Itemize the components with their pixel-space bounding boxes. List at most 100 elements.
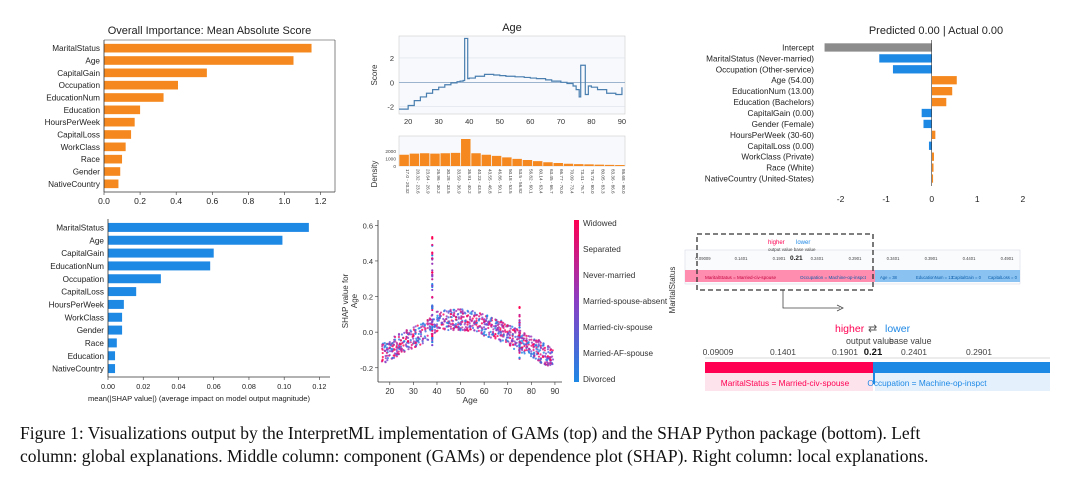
density-bin-label: 30.28 - 33.5 <box>446 169 451 194</box>
inset-tick-label: 0.3401 <box>887 256 900 261</box>
x-tick-label: 0.8 <box>242 196 254 205</box>
category-label: Race <box>81 155 101 164</box>
legend-label: Divorced <box>583 375 616 384</box>
x-tick-label: 90 <box>618 117 626 126</box>
data-point <box>400 347 403 350</box>
density-bar <box>594 164 605 166</box>
data-point <box>416 336 420 339</box>
data-point <box>410 347 413 350</box>
data-point <box>542 351 545 354</box>
x-tick-label: 0.06 <box>207 382 221 391</box>
data-point <box>457 308 460 311</box>
data-point <box>532 348 535 352</box>
density-bar <box>553 163 563 166</box>
data-point <box>386 359 389 362</box>
data-point <box>536 348 539 351</box>
plot-area <box>398 35 626 115</box>
data-point <box>500 323 503 326</box>
bar-Intercept <box>824 43 932 52</box>
spike-point <box>431 243 434 247</box>
y-axis-label: Score <box>370 64 379 85</box>
chart-title: Overall Importance: Mean Absolute Score <box>108 25 312 37</box>
inset-output-label: output value base value <box>768 247 816 252</box>
data-point <box>482 334 486 337</box>
data-point <box>388 347 391 350</box>
bar-Age (54.00) <box>931 76 957 85</box>
x-axis-label: Age <box>462 395 477 405</box>
data-point <box>549 349 552 352</box>
data-point <box>438 316 441 319</box>
data-point <box>429 329 432 332</box>
category-label: Occupation <box>63 275 105 284</box>
x-tick-label: 60 <box>480 387 489 396</box>
data-point <box>461 326 464 329</box>
data-point <box>529 352 533 356</box>
x-tick-label: 0.4 <box>170 196 182 205</box>
data-point <box>523 349 526 352</box>
data-point <box>511 343 515 346</box>
data-point <box>518 343 521 346</box>
data-point <box>473 320 476 323</box>
spike-point <box>431 308 434 312</box>
legend-label: Married-AF-spouse <box>583 349 654 358</box>
inset-tick-label: 0.3901 <box>925 256 938 261</box>
data-point <box>445 325 448 328</box>
data-point <box>482 318 485 322</box>
data-point <box>468 325 471 328</box>
bar-CapitalGain <box>104 68 207 78</box>
x-tick-label: -2 <box>837 194 845 204</box>
spike-point <box>431 320 434 323</box>
data-point <box>436 319 439 322</box>
red-label-box <box>705 373 873 391</box>
density-bar <box>481 154 492 166</box>
y-tick-label: 2 <box>390 54 394 63</box>
base-value-label: base value <box>889 336 932 346</box>
density-bar <box>522 160 533 166</box>
inset-tick-label: 0.4901 <box>1001 256 1014 261</box>
spike-point <box>518 341 521 344</box>
data-point <box>405 331 408 335</box>
data-point <box>437 326 441 330</box>
data-point <box>512 347 516 350</box>
density-bar <box>419 153 430 166</box>
gam-age-component-chart: Age -2 0 2 20 30 40 50 60 70 80 90 Score 17.0 - 20.32… <box>370 22 626 194</box>
data-point <box>466 320 469 323</box>
category-label: CapitalLoss (0.00) <box>748 142 815 151</box>
data-point <box>426 338 430 341</box>
data-point <box>525 348 528 352</box>
data-point <box>506 339 509 343</box>
data-point <box>537 340 540 343</box>
x-tick-label: 0.0 <box>98 196 110 205</box>
density-tick-label: 1000 <box>385 157 396 163</box>
data-point <box>436 329 439 332</box>
data-point <box>529 355 533 358</box>
data-point <box>406 340 410 343</box>
data-point <box>466 323 469 326</box>
bar-CapitalGain <box>108 248 214 258</box>
data-point <box>397 350 400 353</box>
blue-label-box <box>875 373 1050 391</box>
blue-feature-label: Occupation = Machine-op-inspct <box>867 378 987 388</box>
data-point <box>384 349 387 352</box>
spike-point <box>518 322 521 326</box>
data-point <box>478 315 481 318</box>
x-tick-label: 2 <box>1021 194 1026 204</box>
data-point <box>546 355 549 358</box>
inset-feature-label: CapitalGain = 0 <box>952 275 982 280</box>
y-axis-label-line2: Age <box>350 293 359 308</box>
inset-lower-label: lower <box>796 240 810 246</box>
data-point <box>445 315 448 318</box>
density-tick-label: 0 <box>393 164 396 170</box>
category-label: CapitalLoss <box>61 288 104 297</box>
data-point <box>503 329 507 332</box>
data-point <box>457 312 460 316</box>
density-bar <box>543 162 553 166</box>
data-point <box>414 332 417 335</box>
data-point <box>499 328 502 332</box>
data-point <box>511 333 514 336</box>
data-point <box>522 337 525 340</box>
data-point <box>513 329 516 332</box>
data-point <box>532 353 535 356</box>
data-point <box>402 344 405 347</box>
bar-EducationNum (13.00) <box>931 87 953 96</box>
